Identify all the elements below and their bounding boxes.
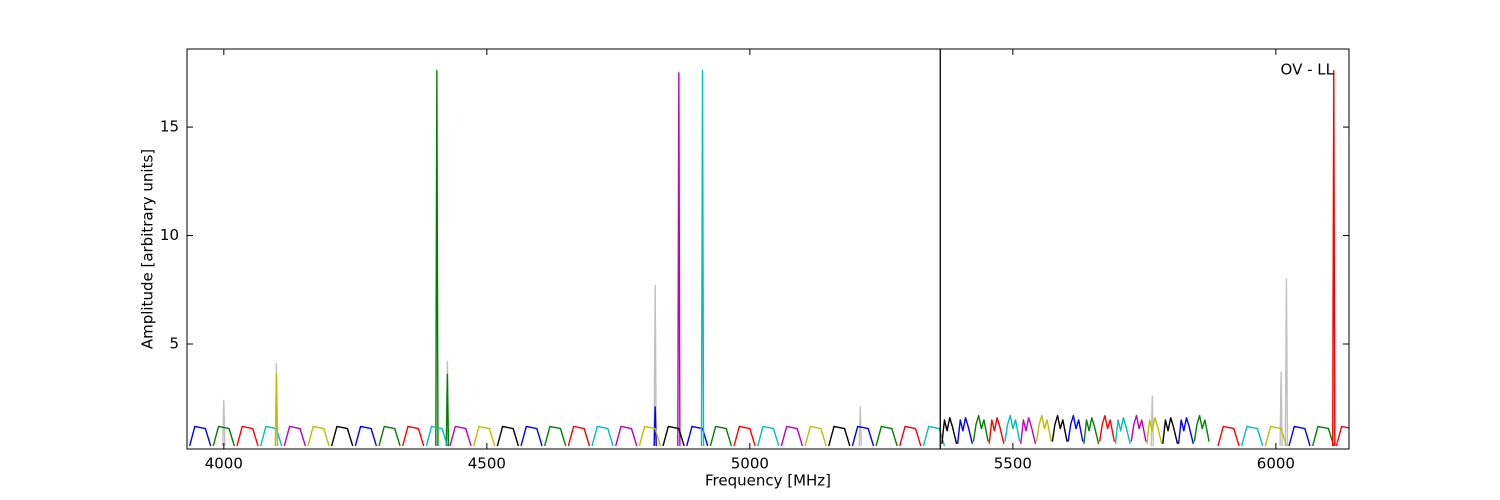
spectrum-line [236, 69, 1349, 447]
spectrum-line [330, 414, 1179, 447]
annotation: OV - LL [1281, 61, 1335, 79]
x-axis-label: Frequency [MHz] [705, 472, 831, 490]
plot-area [188, 49, 1349, 449]
spectrum-line [259, 69, 1264, 447]
axes-frame [186, 48, 1350, 450]
y-tick-label: 10 [160, 226, 179, 244]
y-axis-label: Amplitude [arbitrary units] [139, 149, 157, 349]
spectrum-line [274, 373, 1288, 447]
y-tick-label: 5 [169, 335, 179, 353]
x-tick-label: 6000 [1257, 455, 1295, 473]
x-tick-label: 4500 [468, 455, 506, 473]
x-tick-label: 5500 [994, 455, 1032, 473]
x-tick-label: 4000 [205, 455, 243, 473]
spectrum-line [283, 72, 1147, 447]
x-tick-label: 5000 [731, 455, 769, 473]
spectrum-line [188, 406, 1311, 447]
spectrum-line [222, 278, 1289, 446]
spectrum-line [212, 69, 1335, 447]
y-tick-label: 15 [160, 118, 179, 136]
